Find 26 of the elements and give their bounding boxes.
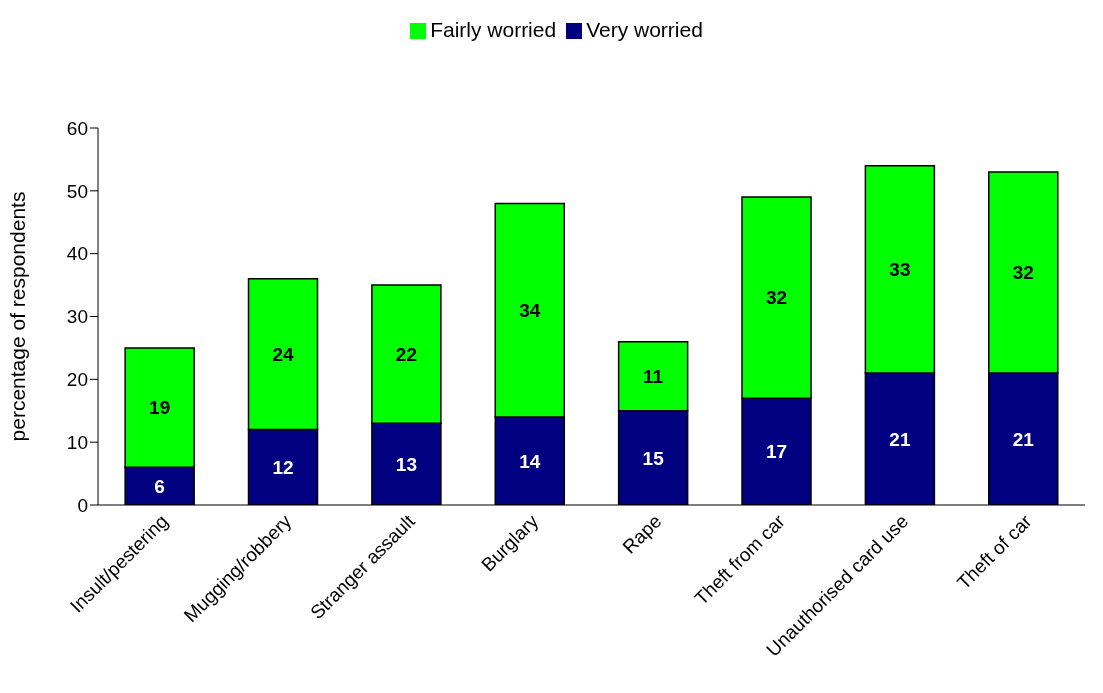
data-label: 22 xyxy=(395,343,417,365)
data-label: 6 xyxy=(154,475,165,497)
y-tick-label: 20 xyxy=(66,369,88,391)
y-tick-label: 60 xyxy=(66,117,88,139)
y-axis-title: percentage of respondents xyxy=(6,191,30,442)
data-label: 33 xyxy=(889,259,911,281)
y-tick-label: 50 xyxy=(66,180,88,202)
data-label: 21 xyxy=(889,428,911,450)
data-label: 13 xyxy=(395,453,417,475)
y-tick-label: 10 xyxy=(66,431,88,453)
y-tick-label: 30 xyxy=(66,306,88,328)
data-label: 32 xyxy=(1012,262,1034,284)
data-label: 24 xyxy=(272,343,295,365)
y-tick-label: 0 xyxy=(77,494,88,516)
data-label: 21 xyxy=(1012,428,1035,450)
data-label: 32 xyxy=(765,287,788,309)
data-label: 19 xyxy=(149,397,171,419)
data-label: 14 xyxy=(519,450,541,472)
data-label: 17 xyxy=(765,441,788,463)
data-label: 15 xyxy=(642,447,665,469)
data-label: 34 xyxy=(519,299,541,321)
legend-label: Very worried xyxy=(586,18,703,41)
legend-label: Fairly worried xyxy=(430,18,557,41)
data-label: 12 xyxy=(272,457,294,479)
data-label: 11 xyxy=(643,365,664,387)
y-tick-label: 40 xyxy=(66,243,88,265)
